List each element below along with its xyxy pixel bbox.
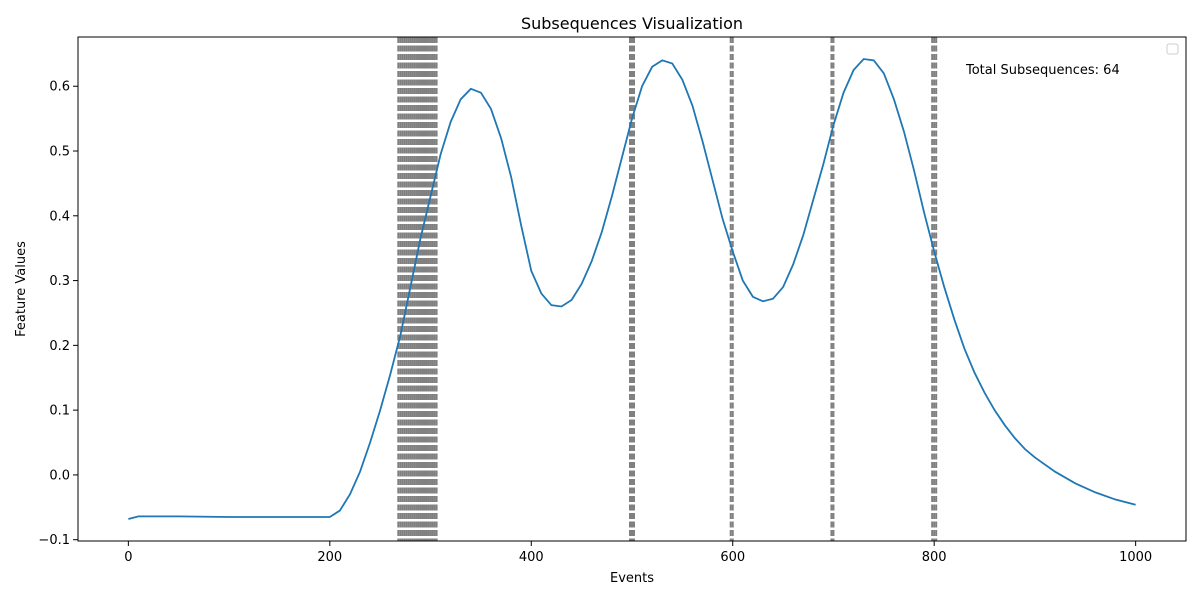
y-tick-label: 0.2	[49, 339, 70, 354]
y-tick-label: −0.1	[38, 533, 70, 548]
y-axis-label: Feature Values	[14, 241, 29, 337]
plot-area	[77, 36, 1187, 542]
y-tick-label: 0.0	[49, 468, 70, 483]
x-axis-ticks: 0 200 400 600 800 1000	[124, 541, 1152, 565]
y-tick-label: 0.5	[49, 145, 70, 160]
total-subsequences-annotation: Total Subsequences: 64	[965, 63, 1120, 78]
x-tick-label: 200	[317, 550, 342, 565]
y-tick-label: 0.1	[49, 404, 70, 419]
chart-title: Subsequences Visualization	[521, 14, 743, 33]
x-tick-label: 600	[720, 550, 745, 565]
x-axis-label: Events	[610, 571, 654, 586]
y-tick-label: 0.6	[49, 80, 70, 95]
y-tick-label: 0.4	[49, 209, 70, 224]
subsequence-lines	[397, 37, 938, 541]
x-tick-label: 800	[922, 550, 947, 565]
x-tick-label: 400	[519, 550, 544, 565]
legend-box	[1166, 43, 1179, 55]
y-tick-label: 0.3	[49, 274, 70, 289]
x-tick-label: 1000	[1119, 550, 1152, 565]
series-line	[128, 58, 1136, 520]
plot-frame	[77, 36, 1187, 542]
y-axis-ticks: −0.1 0.0 0.1 0.2 0.3 0.4 0.5 0.6	[38, 80, 78, 548]
x-tick-label: 0	[124, 550, 132, 565]
